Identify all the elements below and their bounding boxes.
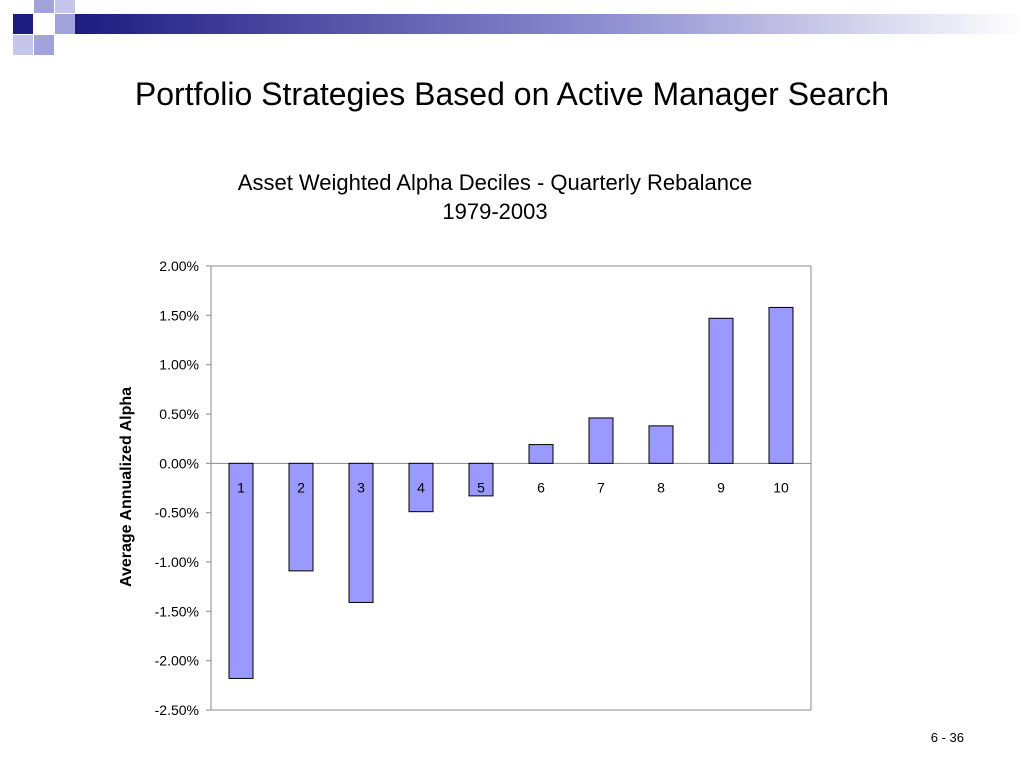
y-tick-label: 0.50% <box>159 406 199 422</box>
slide-number: 6 - 36 <box>930 730 964 745</box>
x-tick-label: 7 <box>597 479 605 495</box>
y-tick-label: 2.00% <box>159 258 199 274</box>
y-tick-label: -2.00% <box>155 653 199 669</box>
header-square-2 <box>34 0 54 13</box>
chart-title-block: Asset Weighted Alpha Deciles - Quarterly… <box>0 168 990 226</box>
header-square-4 <box>34 35 54 55</box>
header-square-3 <box>55 14 75 34</box>
header-gradient-bar <box>75 14 1024 34</box>
y-tick-label: -1.00% <box>155 554 199 570</box>
header-square-5 <box>13 35 33 55</box>
slide-title: Portfolio Strategies Based on Active Man… <box>134 76 890 112</box>
y-axis-title: Average Annualized Alpha <box>118 387 135 587</box>
y-tick-label: 1.50% <box>159 307 199 323</box>
x-axis-labels: 1 2 3 4 5 6 7 8 9 10 <box>237 479 789 495</box>
bar-decile-4 <box>408 462 434 513</box>
x-tick-label: 6 <box>537 479 545 495</box>
x-tick-label: 1 <box>237 479 245 495</box>
x-tick-label: 9 <box>717 479 725 495</box>
y-tick-label: -0.50% <box>155 505 199 521</box>
bar-decile-9 <box>708 317 734 464</box>
x-tick-label: 5 <box>477 479 485 495</box>
header-square-6 <box>55 0 75 13</box>
chart-title: Asset Weighted Alpha Deciles - Quarterly… <box>237 170 753 195</box>
bar-decile-5 <box>468 462 494 497</box>
bar-decile-6 <box>528 444 554 464</box>
y-tick-label: 1.00% <box>159 357 199 373</box>
x-tick-label: 10 <box>773 479 789 495</box>
y-tick-label: -1.50% <box>155 603 199 619</box>
x-tick-label: 2 <box>297 479 305 495</box>
x-tick-label: 3 <box>357 479 365 495</box>
bar-decile-1 <box>228 462 254 679</box>
y-tick-label: 0.00% <box>159 455 199 471</box>
bar-decile-3 <box>348 462 374 603</box>
x-tick-label: 8 <box>657 479 665 495</box>
bar-decile-7 <box>588 417 614 464</box>
header-square-1 <box>13 14 33 34</box>
y-axis: 2.00% 1.50% 1.00% 0.50% 0.00% -0.50% -1.00% -1.… <box>155 258 811 718</box>
bar-series <box>228 306 794 679</box>
bar-decile-8 <box>648 425 674 464</box>
x-tick-label: 4 <box>417 479 425 495</box>
chart-subtitle: 1979-2003 <box>442 199 548 224</box>
bar-decile-10 <box>768 306 794 464</box>
y-tick-label: -2.50% <box>155 702 199 718</box>
header-decoration <box>13 0 1024 55</box>
bar-decile-2 <box>288 462 314 572</box>
